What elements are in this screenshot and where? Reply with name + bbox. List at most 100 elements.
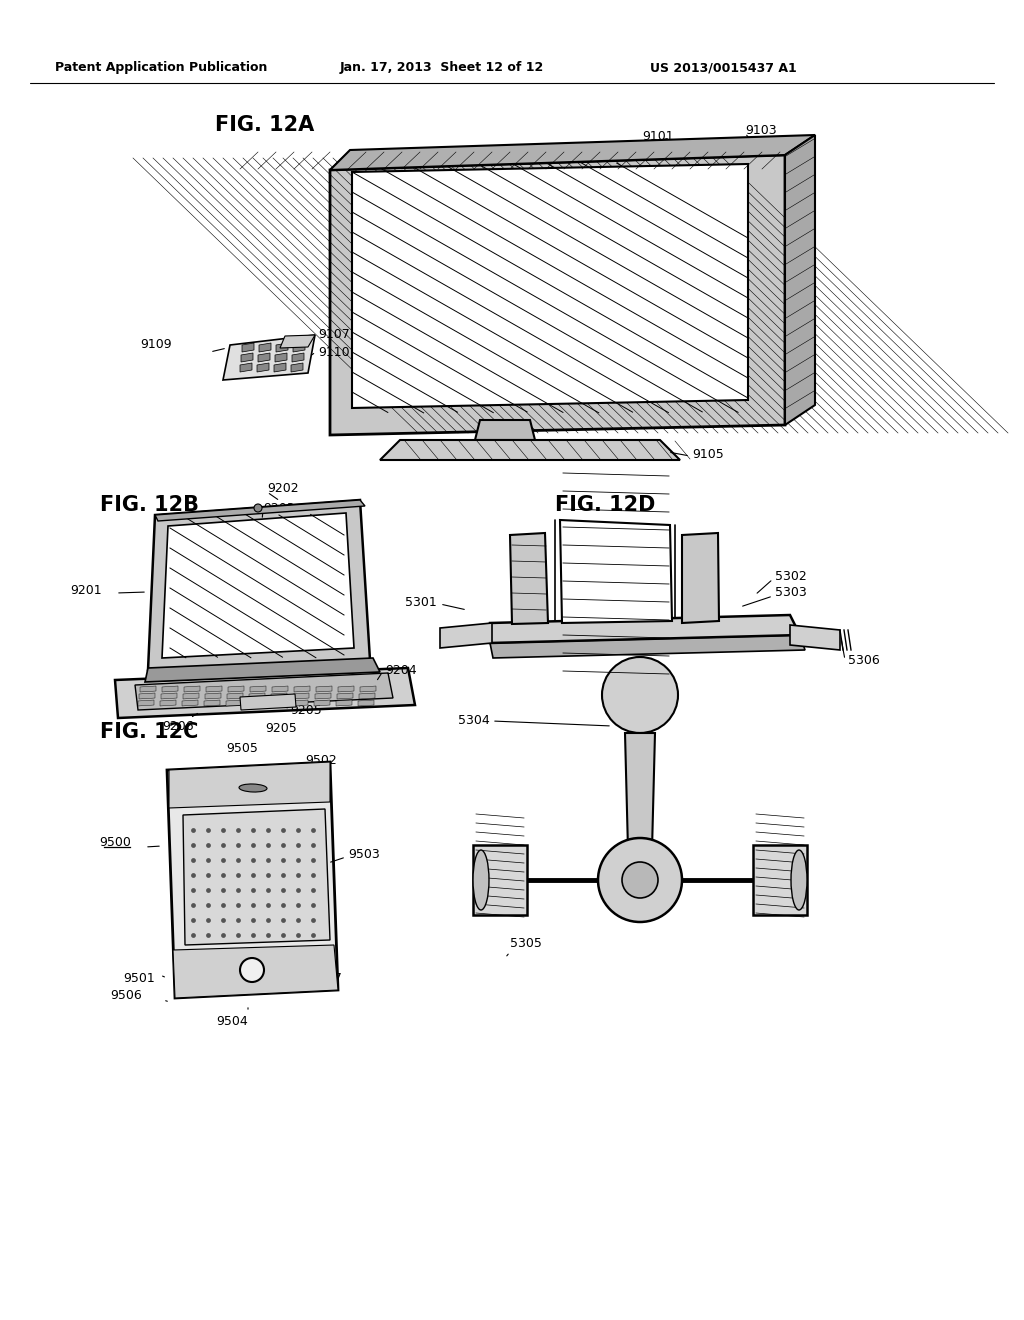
Text: 9101: 9101 <box>642 131 674 144</box>
Polygon shape <box>292 352 304 362</box>
Text: 5304: 5304 <box>459 714 490 726</box>
Polygon shape <box>336 700 352 706</box>
Polygon shape <box>241 352 253 362</box>
Polygon shape <box>182 700 198 706</box>
Polygon shape <box>272 686 288 692</box>
Point <box>229 834 246 855</box>
Text: FIG. 12C: FIG. 12C <box>100 722 199 742</box>
Polygon shape <box>790 624 840 649</box>
Polygon shape <box>242 343 254 352</box>
Polygon shape <box>293 343 305 352</box>
Point <box>245 924 261 945</box>
Point <box>290 924 306 945</box>
Polygon shape <box>316 686 332 692</box>
Circle shape <box>254 504 262 512</box>
Text: 9110: 9110 <box>318 346 349 359</box>
Polygon shape <box>173 945 338 998</box>
Polygon shape <box>250 686 266 692</box>
Point <box>229 865 246 886</box>
Polygon shape <box>330 154 785 436</box>
Text: 9203: 9203 <box>263 502 295 515</box>
Polygon shape <box>314 700 330 706</box>
Point <box>290 895 306 916</box>
Point <box>274 865 291 886</box>
Polygon shape <box>275 352 287 362</box>
Polygon shape <box>257 363 269 372</box>
Point <box>215 879 231 900</box>
Point <box>260 895 276 916</box>
Text: 9503: 9503 <box>348 849 380 862</box>
Polygon shape <box>359 693 375 700</box>
Point <box>305 820 322 841</box>
Polygon shape <box>148 500 370 671</box>
Polygon shape <box>161 693 177 700</box>
Point <box>290 850 306 871</box>
Point <box>215 895 231 916</box>
Point <box>290 834 306 855</box>
Text: 9109: 9109 <box>140 338 172 351</box>
Text: Patent Application Publication: Patent Application Publication <box>55 62 267 74</box>
Point <box>200 834 216 855</box>
Text: 9201: 9201 <box>71 583 102 597</box>
Polygon shape <box>292 700 308 706</box>
Text: 9502: 9502 <box>305 754 337 767</box>
Point <box>229 909 246 931</box>
Polygon shape <box>223 335 315 380</box>
Text: 9205: 9205 <box>265 722 297 735</box>
Polygon shape <box>560 520 672 623</box>
Ellipse shape <box>791 850 807 909</box>
Text: 5306: 5306 <box>848 653 880 667</box>
Point <box>260 834 276 855</box>
Polygon shape <box>184 686 200 692</box>
Point <box>305 850 322 871</box>
Point <box>215 865 231 886</box>
Polygon shape <box>337 693 353 700</box>
Circle shape <box>602 657 678 733</box>
Point <box>260 879 276 900</box>
Point <box>215 924 231 945</box>
Polygon shape <box>139 693 155 700</box>
Point <box>184 865 201 886</box>
Text: ABCDEF: ABCDEF <box>598 565 637 576</box>
Polygon shape <box>440 623 492 648</box>
Polygon shape <box>248 700 264 706</box>
Polygon shape <box>270 700 286 706</box>
Polygon shape <box>358 700 374 706</box>
Point <box>305 924 322 945</box>
Polygon shape <box>138 700 154 706</box>
Polygon shape <box>205 693 221 700</box>
Polygon shape <box>226 700 242 706</box>
Point <box>290 865 306 886</box>
Polygon shape <box>380 440 680 459</box>
Point <box>200 909 216 931</box>
Point <box>274 879 291 900</box>
Point <box>229 879 246 900</box>
Point <box>229 850 246 871</box>
Polygon shape <box>330 135 815 170</box>
Polygon shape <box>167 762 338 998</box>
Point <box>184 895 201 916</box>
Point <box>229 924 246 945</box>
Polygon shape <box>240 694 296 710</box>
Point <box>215 850 231 871</box>
Point <box>184 879 201 900</box>
Point <box>274 834 291 855</box>
Point <box>290 879 306 900</box>
Point <box>305 865 322 886</box>
Text: US 2013/0015437 A1: US 2013/0015437 A1 <box>650 62 797 74</box>
Polygon shape <box>294 686 310 692</box>
Polygon shape <box>352 164 748 408</box>
Point <box>305 895 322 916</box>
Point <box>260 909 276 931</box>
Point <box>215 834 231 855</box>
Polygon shape <box>140 686 156 692</box>
Point <box>245 895 261 916</box>
Point <box>305 834 322 855</box>
Point <box>184 924 201 945</box>
Ellipse shape <box>473 850 489 909</box>
Point <box>184 820 201 841</box>
Point <box>260 850 276 871</box>
Ellipse shape <box>239 784 267 792</box>
Text: 9204: 9204 <box>385 664 417 676</box>
Text: 9107: 9107 <box>318 329 350 342</box>
